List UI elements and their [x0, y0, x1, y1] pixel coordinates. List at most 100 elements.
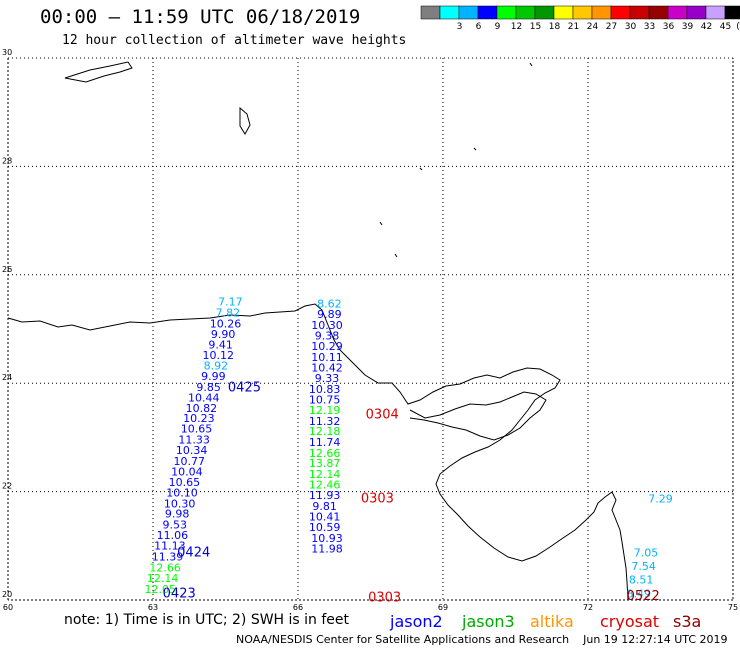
wave-height-value: 7.82	[216, 307, 241, 320]
pass-time-label: 0303	[368, 591, 401, 606]
island-dots	[379, 62, 533, 258]
colorbar-tick: 45	[720, 22, 731, 32]
wave-height-value: 10.77	[174, 455, 206, 468]
colorbar-swatch	[496, 5, 517, 20]
page-subtitle: 12 hour collection of altimeter wave hei…	[62, 33, 407, 48]
colorbar-tick: 30	[625, 22, 637, 32]
wave-height-value: 11.98	[311, 542, 343, 555]
lat-tick-label: 28	[2, 156, 12, 165]
wave-height-value: 10.29	[311, 340, 343, 353]
colorbar-swatch	[439, 5, 460, 20]
credit-line: NOAA/NESDIS Center for Satellite Applica…	[236, 633, 728, 646]
wave-height-value: 11.06	[157, 529, 189, 542]
wave-height-value: 8.49	[627, 587, 652, 600]
wave-height-value: 10.65	[169, 476, 201, 489]
wave-height-value: 11.74	[309, 436, 341, 449]
colorbar-swatch	[477, 5, 498, 20]
wave-height-value: 7.29	[648, 492, 673, 505]
wave-height-value: 10.11	[311, 351, 343, 364]
colorbar-tick: 18	[549, 22, 561, 32]
wave-height-value: 10.93	[311, 532, 343, 545]
wave-height-value: 9.33	[315, 372, 340, 385]
colorbar-tick: 42	[701, 22, 712, 32]
lon-tick-label: 60	[3, 603, 13, 612]
pass-time-label: 0303	[361, 491, 394, 506]
lat-tick-label: 24	[2, 373, 12, 382]
wave-height-value: 8.92	[204, 360, 229, 373]
wave-height-value: 12.14	[147, 572, 179, 585]
colorbar-swatch	[420, 5, 441, 20]
lon-tick-label: 75	[728, 603, 738, 612]
colorbar-swatch	[458, 5, 479, 20]
map-frame	[7, 57, 734, 601]
wave-height-value: 9.81	[312, 500, 337, 513]
island-small	[239, 106, 251, 135]
legend-cryosat: cryosat	[600, 612, 660, 631]
wave-height-value: 10.82	[186, 402, 218, 415]
wave-height-values: 7.177.8210.269.909.4110.128.929.999.8510…	[145, 296, 673, 601]
pass-time-label: 0522	[627, 589, 660, 604]
colorbar-tick: 6	[476, 22, 482, 32]
lat-tick-label: 26	[2, 265, 12, 274]
lon-tick-label: 72	[583, 603, 593, 612]
colorbar-tick: 36	[663, 22, 675, 32]
colorbar-swatch	[515, 5, 536, 20]
colorbar-swatch	[629, 5, 650, 20]
wave-height-value: 11.93	[309, 489, 341, 502]
wave-height-value: 7.54	[631, 560, 656, 573]
colorbar-swatch	[686, 5, 707, 20]
wave-height-value: 12.66	[149, 561, 181, 574]
wave-height-value: 9.98	[165, 508, 190, 521]
colorbar-tick: 12	[511, 22, 522, 32]
wave-height-value: 10.41	[309, 510, 341, 523]
colorbar-swatch	[724, 5, 740, 20]
lon-tick-label: 63	[148, 603, 158, 612]
colorbar-swatch	[572, 5, 593, 20]
wave-height-value: 10.04	[171, 465, 203, 478]
island-north	[64, 61, 133, 83]
wave-height-value: 8.51	[629, 574, 654, 587]
wave-height-value: 9.38	[315, 329, 340, 342]
wave-height-value: 12.19	[309, 404, 341, 417]
colorbar-tick: 33	[644, 22, 655, 32]
wave-height-value: 12.46	[309, 478, 341, 491]
colorbar-tick: 21	[568, 22, 579, 32]
lon-tick-label: 69	[438, 603, 448, 612]
wave-height-value: 10.12	[203, 349, 235, 362]
wave-height-value: 7.17	[218, 296, 243, 309]
colorbar-swatch	[591, 5, 612, 20]
colorbar-tick: 39	[682, 22, 694, 32]
wave-height-value: 9.89	[317, 308, 342, 321]
wave-height-value: 10.42	[311, 361, 343, 374]
pass-time-label: 0424	[177, 546, 210, 561]
wave-height-value: 11.33	[178, 433, 210, 446]
legend-jason3: jason3	[462, 612, 515, 631]
wave-height-value: 10.75	[309, 393, 341, 406]
pass-time-label: 0425	[228, 380, 261, 395]
wave-height-value: 11.13	[154, 540, 186, 553]
wave-height-value: 8.62	[317, 297, 342, 310]
pass-time-label: 0423	[163, 586, 196, 601]
wave-height-value: 10.34	[176, 444, 208, 457]
colorbar-tick: 24	[587, 22, 599, 32]
colorbar-tick: 9	[495, 22, 501, 32]
colorbar-swatch	[705, 5, 726, 20]
legend-altika: altika	[530, 612, 574, 631]
wave-height-value: 9.99	[201, 370, 226, 383]
units-note: note: 1) Time is in UTC; 2) SWH is in fe…	[64, 612, 350, 628]
legend-jason2: jason2	[390, 612, 443, 631]
colorbar: 36912151821242730333639424570(ft)	[420, 5, 740, 32]
lat-tick-label: 30	[2, 48, 12, 57]
wave-height-value: 9.85	[196, 381, 221, 394]
wave-height-value: 9.53	[163, 518, 188, 531]
wave-height-value: 10.65	[181, 423, 213, 436]
wave-height-value: 10.30	[164, 497, 196, 510]
wave-height-value: 13.87	[309, 457, 341, 470]
coastline-arabian-sea-north	[7, 303, 629, 601]
pass-labels: 0425 0424 0423 0304 0303 0303 0522	[163, 380, 660, 605]
coastline	[7, 61, 629, 601]
colorbar-swatch	[553, 5, 574, 20]
wave-height-value: 9.41	[208, 339, 233, 352]
wave-height-value: 10.59	[309, 521, 341, 534]
wave-height-value: 10.30	[311, 319, 343, 332]
